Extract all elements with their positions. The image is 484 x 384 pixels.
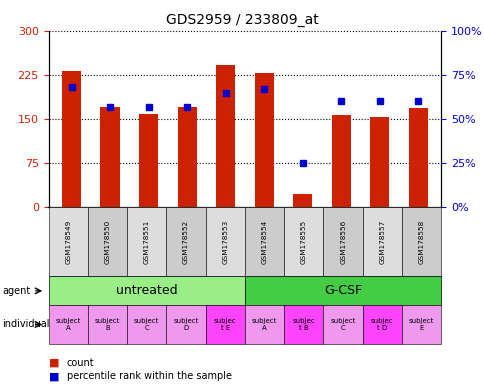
Bar [215, 65, 235, 207]
Text: subject
B: subject B [94, 318, 120, 331]
Text: GSM178551: GSM178551 [143, 220, 150, 264]
Text: agent: agent [2, 286, 30, 296]
Text: G-CSF: G-CSF [323, 285, 362, 297]
Text: ■: ■ [48, 358, 59, 368]
Text: GDS2959 / 233809_at: GDS2959 / 233809_at [166, 13, 318, 27]
Text: untreated: untreated [116, 285, 177, 297]
Text: subject
E: subject E [408, 318, 434, 331]
Text: GSM178549: GSM178549 [65, 220, 71, 264]
Text: GSM178554: GSM178554 [261, 220, 267, 264]
Text: subjec
t B: subjec t B [292, 318, 315, 331]
Bar [62, 71, 81, 207]
Text: subjec
t D: subjec t D [370, 318, 393, 331]
Text: subject
C: subject C [330, 318, 355, 331]
Text: GSM178558: GSM178558 [418, 220, 424, 264]
Text: GSM178557: GSM178557 [378, 220, 385, 264]
Text: subject
A: subject A [251, 318, 277, 331]
Bar [331, 115, 350, 207]
Text: GSM178555: GSM178555 [300, 220, 306, 264]
Text: count: count [67, 358, 94, 368]
Bar [254, 73, 273, 207]
Bar [292, 194, 312, 207]
Bar [100, 107, 120, 207]
Bar [408, 108, 427, 207]
Bar [177, 107, 197, 207]
Text: subject
C: subject C [134, 318, 159, 331]
Text: subject
D: subject D [173, 318, 198, 331]
Text: GSM178556: GSM178556 [339, 220, 346, 264]
Text: subject
A: subject A [55, 318, 81, 331]
Text: ■: ■ [48, 371, 59, 381]
Text: GSM178550: GSM178550 [104, 220, 110, 264]
Text: GSM178552: GSM178552 [182, 220, 189, 264]
Text: GSM178553: GSM178553 [222, 220, 228, 264]
Text: percentile rank within the sample: percentile rank within the sample [67, 371, 231, 381]
Text: subjec
t E: subjec t E [213, 318, 236, 331]
Bar [369, 117, 389, 207]
Text: individual: individual [2, 319, 50, 329]
Bar [139, 114, 158, 207]
